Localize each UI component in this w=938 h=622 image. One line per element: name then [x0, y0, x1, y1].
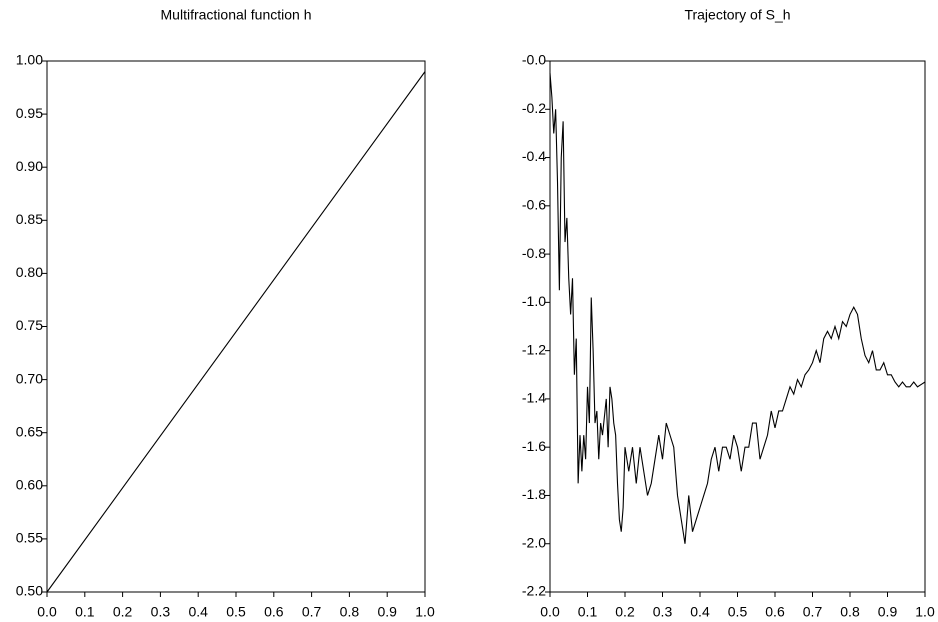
x-tick-label: 0.2 — [113, 604, 133, 620]
x-tick-label: 1.0 — [415, 604, 435, 620]
x-tick-label: 0.7 — [803, 604, 823, 620]
x-tick-label: 0.0 — [37, 604, 57, 620]
y-tick-label: 0.95 — [16, 105, 43, 121]
y-tick-label: -0.0 — [522, 52, 546, 68]
y-tick-label: 0.65 — [16, 423, 43, 439]
y-tick-label: -0.4 — [522, 148, 546, 164]
y-tick-label: 1.00 — [16, 52, 43, 68]
x-tick-label: 0.4 — [188, 604, 208, 620]
y-tick-label: -1.0 — [522, 293, 546, 309]
x-tick-label: 0.4 — [690, 604, 710, 620]
y-tick-label: 0.85 — [16, 211, 43, 227]
x-tick-label: 0.7 — [302, 604, 322, 620]
y-tick-label: -0.6 — [522, 197, 546, 213]
x-tick-label: 0.3 — [653, 604, 673, 620]
chart-title: Multifractional function h — [161, 7, 312, 23]
y-tick-label: -1.2 — [522, 341, 546, 357]
chart-title: Trajectory of S_h — [684, 7, 790, 23]
y-tick-label: -1.8 — [522, 486, 546, 502]
y-tick-label: -0.8 — [522, 245, 546, 261]
x-tick-label: 0.8 — [340, 604, 360, 620]
data-line — [549, 73, 926, 544]
y-tick-label: -1.6 — [522, 438, 546, 454]
y-tick-label: -0.2 — [522, 100, 546, 116]
x-tick-label: 0.9 — [878, 604, 898, 620]
x-tick-label: 0.6 — [264, 604, 284, 620]
y-tick-label: 0.75 — [16, 317, 43, 333]
y-tick-label: -2.2 — [522, 583, 546, 599]
y-tick-label: 0.55 — [16, 530, 43, 546]
x-tick-label: 1.0 — [915, 604, 935, 620]
data-line — [46, 71, 426, 593]
x-tick-label: 0.5 — [226, 604, 246, 620]
x-tick-label: 0.2 — [615, 604, 635, 620]
y-tick-label: 0.60 — [16, 477, 43, 493]
x-tick-label: 0.0 — [540, 604, 560, 620]
y-tick-label: 0.80 — [16, 264, 43, 280]
plot-frame — [46, 60, 426, 593]
y-tick-label: 0.50 — [16, 583, 43, 599]
y-tick-label: -2.0 — [522, 534, 546, 550]
x-tick-label: 0.9 — [377, 604, 397, 620]
y-tick-label: 0.90 — [16, 158, 43, 174]
x-tick-label: 0.1 — [578, 604, 598, 620]
y-tick-label: 0.70 — [16, 370, 43, 386]
x-tick-label: 0.3 — [151, 604, 171, 620]
y-tick-label: -1.4 — [522, 390, 546, 406]
plot-frame — [549, 60, 926, 593]
x-tick-label: 0.6 — [765, 604, 785, 620]
x-tick-label: 0.8 — [840, 604, 860, 620]
x-tick-label: 0.1 — [75, 604, 95, 620]
x-tick-label: 0.5 — [728, 604, 748, 620]
